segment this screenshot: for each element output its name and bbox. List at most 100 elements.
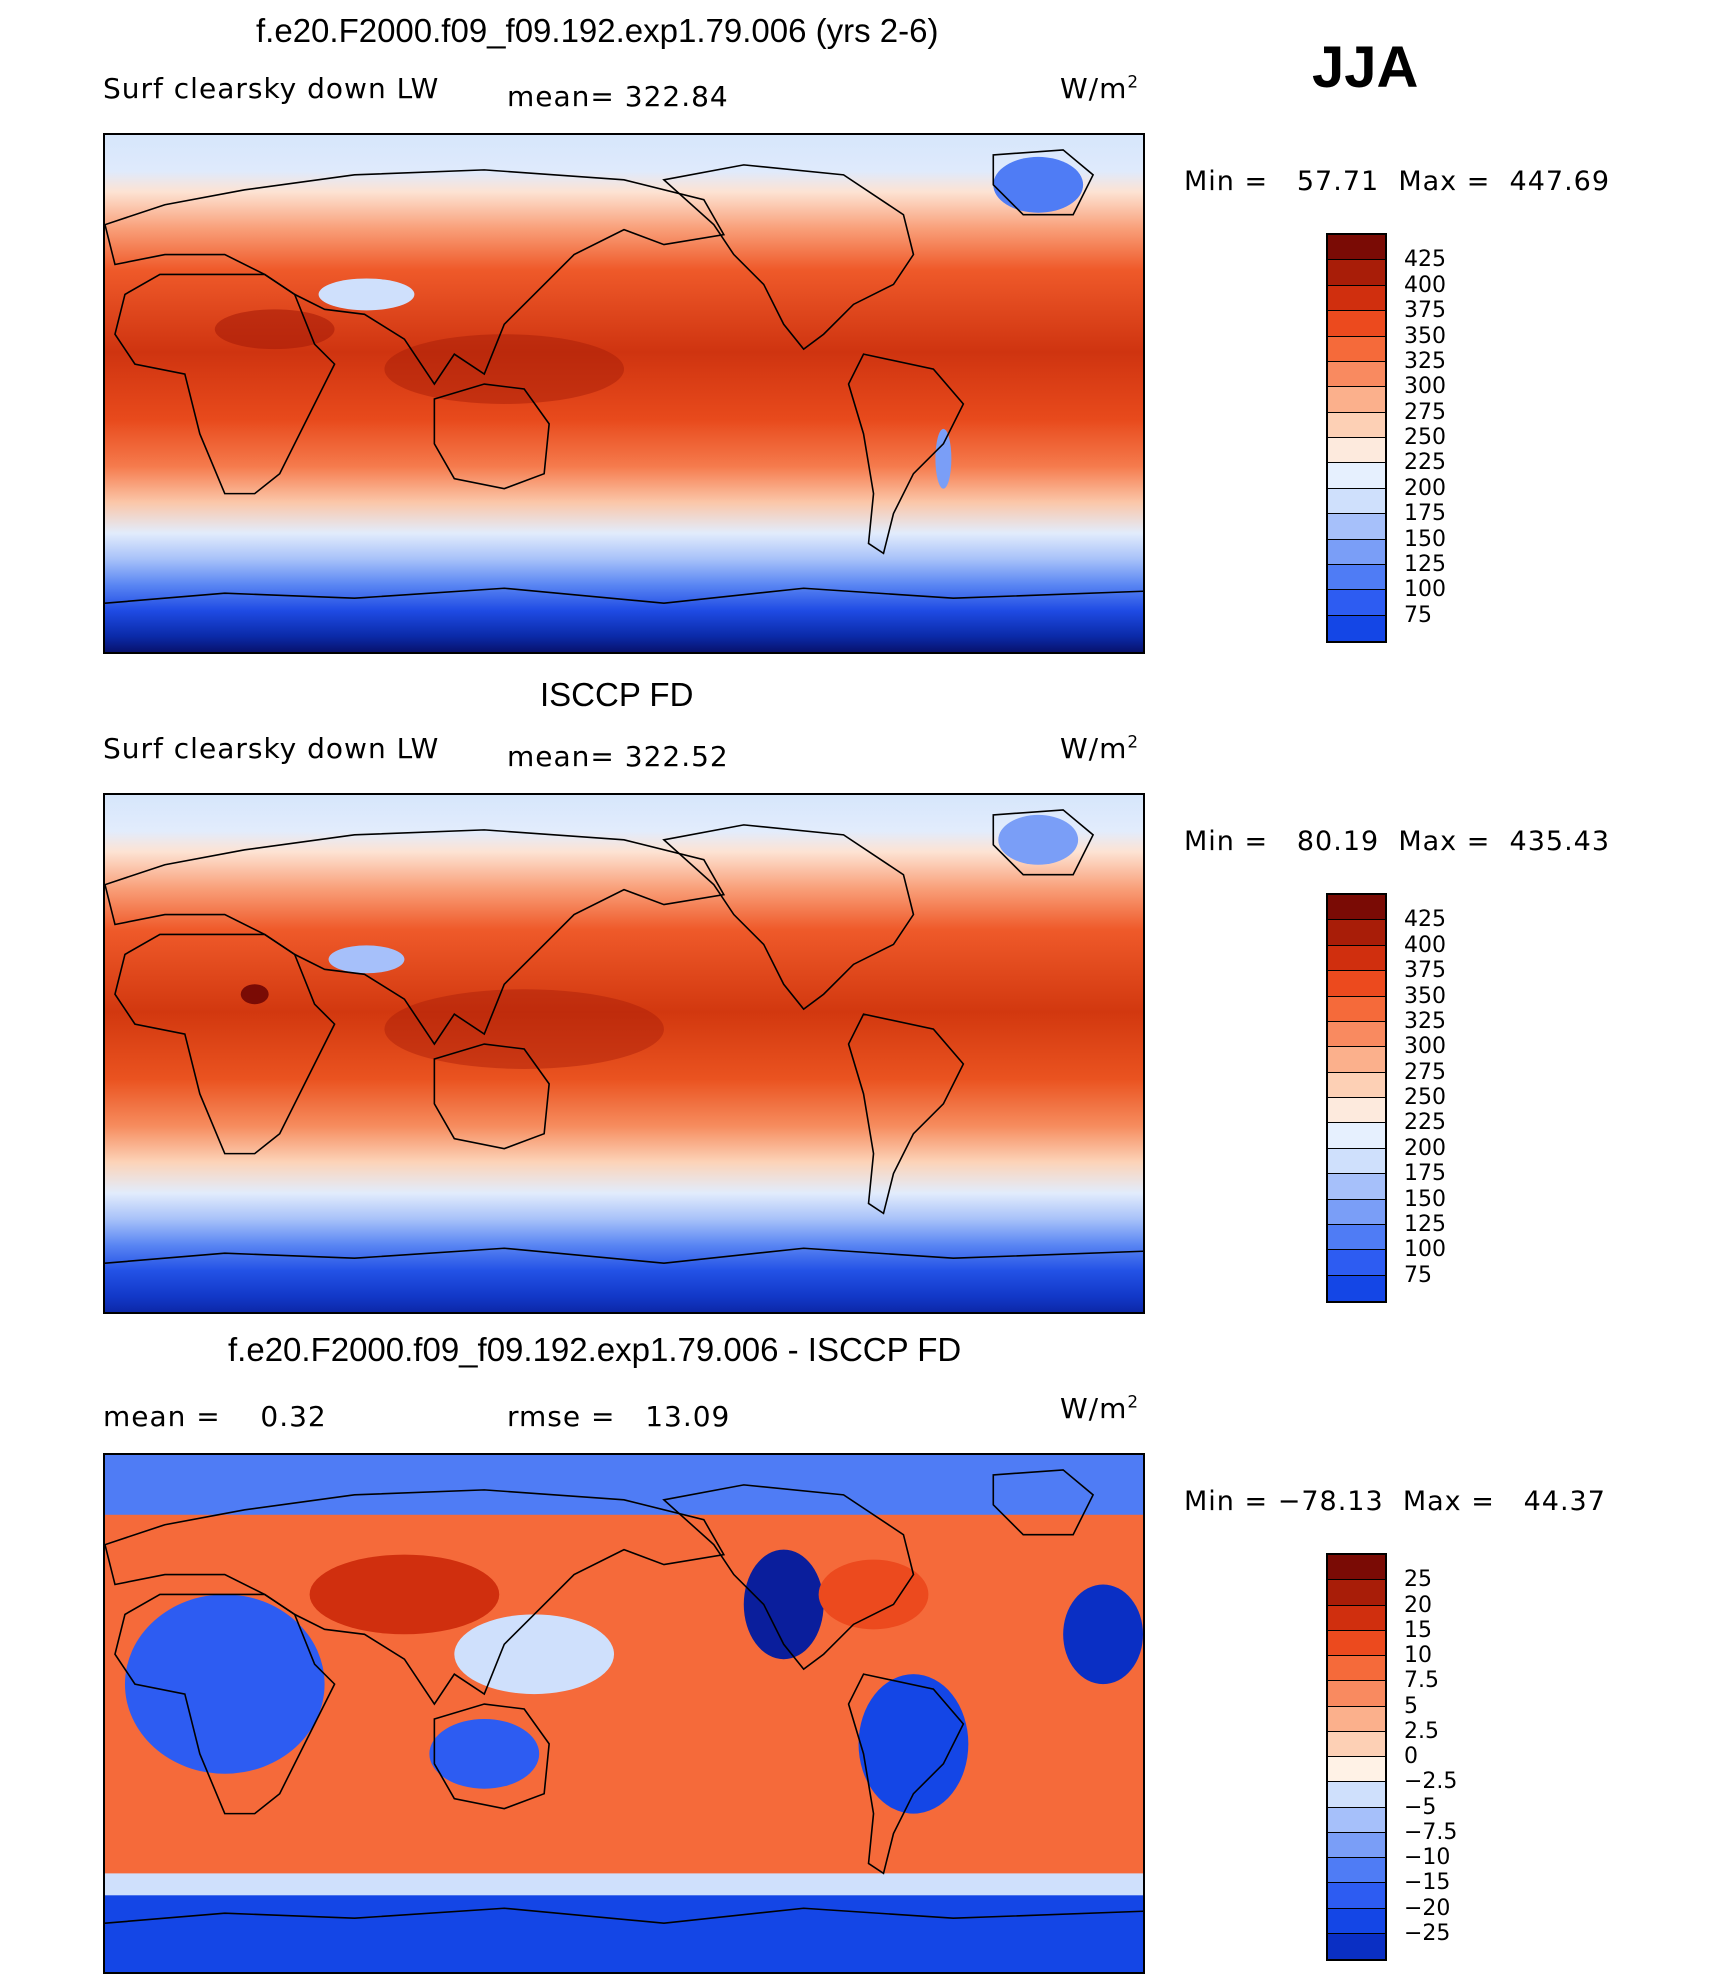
panel2-colorbar-tick-label: 250 — [1404, 1085, 1446, 1110]
panel1-colorbar-tick-label: 350 — [1404, 323, 1446, 349]
panel2-colorbar-swatch — [1328, 920, 1385, 946]
panel3-colorbar-swatch — [1328, 1832, 1385, 1858]
panel2-colorbar — [1326, 893, 1387, 1303]
panel3-africa — [114, 1593, 336, 1815]
panel1-south-america — [847, 353, 965, 555]
panel3-colorbar-tick-label: −20 — [1404, 1895, 1451, 1921]
panel2-colorbar-tick-label: 175 — [1404, 1161, 1446, 1187]
panel3-southamerica-low — [858, 1674, 969, 1814]
panel3-colorbar-tick-label: 15 — [1404, 1617, 1432, 1643]
panel1-minmax: Min = 57.71 Max = 447.69 — [1184, 166, 1611, 197]
panel2-colorbar-swatch — [1328, 1072, 1385, 1098]
panel3-colorbar-swatch — [1328, 1807, 1385, 1833]
panel1-colorbar-swatch — [1328, 235, 1385, 261]
panel3-eurasia — [105, 1489, 726, 1706]
panel3-colorbar-swatch — [1328, 1681, 1385, 1707]
panel3-colorbar-swatch — [1328, 1656, 1385, 1682]
panel1-field — [105, 135, 1143, 652]
panel2-colorbar-swatch — [1328, 1098, 1385, 1124]
panel2-colorbar-swatch — [1328, 895, 1385, 921]
panel3-colorbar-tick-label: 20 — [1404, 1592, 1432, 1618]
panel3-colorbar-swatch — [1328, 1580, 1385, 1606]
panel2-arabia-high — [240, 984, 269, 1005]
panel1-colorbar-tick-label: 225 — [1404, 450, 1446, 476]
panel2-colorbar-tick-label: 125 — [1404, 1211, 1446, 1237]
panel2-colorbar-tick-label: 325 — [1404, 1008, 1446, 1034]
panel2-colorbar-swatch — [1328, 996, 1385, 1022]
panel2-australia — [433, 1043, 550, 1150]
panel1-colorbar-swatch — [1328, 361, 1385, 388]
panel3-colorbar-swatch — [1328, 1908, 1385, 1934]
panel2-south-america — [847, 1013, 965, 1215]
panel3-rmse-label: rmse = 13.09 — [507, 1400, 731, 1433]
panel3-colorbar-tick-label: −15 — [1404, 1870, 1451, 1896]
panel3-map-svg — [105, 1455, 1143, 1972]
panel1-colorbar-swatch — [1328, 311, 1385, 337]
panel3-greenland — [992, 1469, 1095, 1536]
panel3-colorbar-tick-label: 0 — [1404, 1744, 1418, 1769]
panel1-colorbar-swatch — [1328, 539, 1385, 565]
panel1-colorbar-tick-label: 375 — [1404, 298, 1446, 324]
panel2-mean-label: mean= 322.52 — [507, 740, 729, 773]
panel1-colorbar-tick-label: 75 — [1404, 602, 1432, 628]
panel3-colorbar-swatch — [1328, 1782, 1385, 1808]
panel2-variable-label: Surf clearsky down LW — [103, 732, 440, 765]
panel3-colorbar-tick-label: −25 — [1404, 1920, 1451, 1946]
panel2-field — [105, 795, 1143, 1312]
panel3-colorbar-swatch — [1328, 1630, 1385, 1656]
panel1-colorbar-swatch — [1328, 514, 1385, 540]
panel2-colorbar-tick-label: 225 — [1404, 1110, 1446, 1136]
panel1-eurasia — [105, 169, 726, 386]
panel2-colorbar-swatch — [1328, 1174, 1385, 1200]
panel3-north-band — [105, 1455, 1143, 1515]
panel2-colorbar-tick-label: 350 — [1404, 983, 1446, 1009]
panel1-greenland-low — [993, 156, 1084, 213]
panel3-title: f.e20.F2000.f09_f09.192.exp1.79.006 - IS… — [228, 1331, 962, 1368]
panel2-greenland — [992, 809, 1095, 876]
panel3-asia-high — [309, 1554, 500, 1635]
panel3-colorbar-tick-label: −7.5 — [1404, 1819, 1458, 1845]
panel3-coastlines — [105, 1469, 1143, 1924]
panel1-colorbar — [1326, 233, 1387, 643]
panel3-south-band — [105, 1893, 1143, 1972]
panel2-map-svg — [105, 795, 1143, 1312]
panel1-colorbar-tick-label: 200 — [1404, 475, 1446, 501]
panel3-colorbar-tick-label: 7.5 — [1404, 1668, 1439, 1694]
panel3-colorbar-swatch — [1328, 1933, 1385, 1959]
panel2-minmax: Min = 80.19 Max = 435.43 — [1184, 826, 1611, 857]
panel3-north-america — [662, 1484, 915, 1671]
panel1-colorbar-tick-label: 175 — [1404, 501, 1446, 527]
panel2-colorbar-tick-label: 375 — [1404, 958, 1446, 984]
panel3-south-america — [847, 1673, 965, 1875]
panel3-indo-light — [454, 1614, 615, 1695]
panel1-colorbar-tick-label: 400 — [1404, 272, 1446, 298]
panel2-colorbar-swatch — [1328, 971, 1385, 997]
panel1-north-america — [662, 164, 915, 351]
panel1-mean-label: mean= 322.84 — [507, 80, 729, 113]
panel1-colorbar-tick-label: 425 — [1404, 247, 1446, 273]
panel1-variable-label: Surf clearsky down LW — [103, 72, 440, 105]
panel2-north-america — [662, 824, 915, 1011]
panel1-andes-low — [935, 428, 952, 489]
panel3-australia — [433, 1703, 550, 1810]
panel3-atlantic-low — [1063, 1584, 1143, 1685]
panel1-colorbar-swatch — [1328, 438, 1385, 464]
panel3-south-band2 — [105, 1873, 1143, 1896]
panel1-colorbar-swatch — [1328, 590, 1385, 616]
panel3-antarctica — [105, 1907, 1143, 1924]
panel3-colorbar-swatch — [1328, 1731, 1385, 1757]
panel1-map-svg — [105, 135, 1143, 652]
panel3-units: W/m2 — [1060, 1391, 1140, 1425]
panel3-pacific-low — [743, 1549, 824, 1660]
panel2-colorbar-tick-label: 400 — [1404, 932, 1446, 958]
panel2-colorbar-swatch — [1328, 1047, 1385, 1073]
panel1-africa — [114, 273, 336, 495]
panel1-colorbar-tick-label: 250 — [1404, 425, 1446, 450]
panel3-colorbar-swatch — [1328, 1858, 1385, 1884]
panel2-greenland-low — [998, 814, 1079, 865]
panel1-warmpool-high — [384, 334, 624, 404]
panel3-minmax: Min = −78.13 Max = 44.37 — [1184, 1486, 1606, 1517]
panel1-colorbar-tick-label: 100 — [1404, 577, 1446, 603]
panel1-colorbar-tick-label: 150 — [1404, 526, 1446, 552]
panel2-colorbar-tick-label: 200 — [1404, 1135, 1446, 1161]
